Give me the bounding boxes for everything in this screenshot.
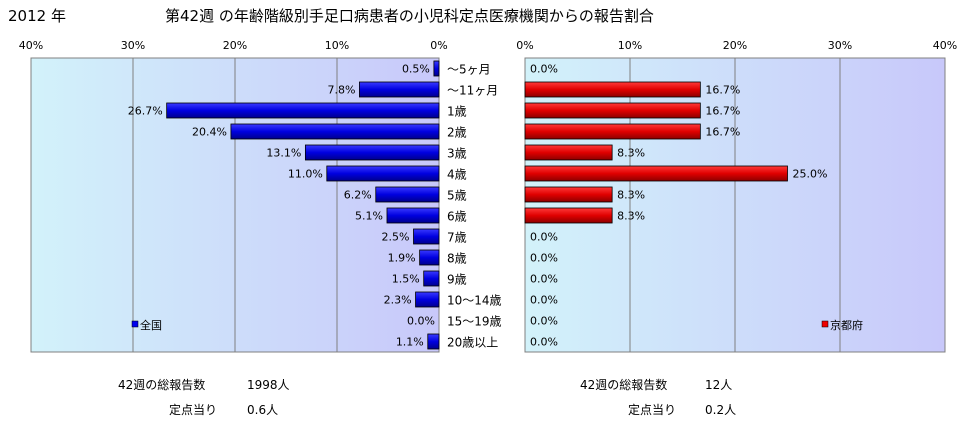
legend-swatch-national	[131, 320, 139, 328]
national-per-value: 0.6人	[247, 403, 278, 417]
data-label-kyoto: 25.0%	[793, 168, 828, 181]
bar-kyoto	[524, 144, 613, 161]
data-label-kyoto: 8.3%	[617, 147, 645, 160]
category-label: 9歳	[447, 273, 467, 287]
bar-kyoto	[524, 102, 701, 119]
kyoto-total-label: 42週の総報告数	[580, 377, 667, 392]
data-label-national: 1.5%	[392, 273, 420, 286]
data-label-kyoto: 0.0%	[530, 294, 558, 307]
tick-label-right: 10%	[618, 39, 642, 52]
data-label-kyoto: 16.7%	[705, 126, 740, 139]
kyoto-per-value: 0.2人	[705, 403, 736, 417]
category-label: 4歳	[447, 168, 467, 182]
bar-national	[423, 270, 440, 287]
bar-national	[415, 291, 440, 308]
data-label-kyoto: 0.0%	[530, 336, 558, 349]
data-label-national: 1.1%	[396, 336, 424, 349]
legend-swatch-kyoto	[821, 320, 829, 328]
tick-label-right: 20%	[723, 39, 747, 52]
data-label-national: 13.1%	[266, 147, 301, 160]
data-label-national: 6.2%	[344, 189, 372, 202]
category-label: ～11ヶ月	[447, 84, 498, 98]
category-label: 6歳	[447, 210, 467, 224]
category-label: 5歳	[447, 189, 467, 203]
data-label-kyoto: 8.3%	[617, 210, 645, 223]
bar-national	[433, 60, 440, 77]
category-label: 2歳	[447, 126, 467, 140]
bar-kyoto	[524, 207, 613, 224]
legend-label-national: 全国	[140, 318, 162, 332]
tick-label-left: 30%	[121, 39, 145, 52]
data-label-national: 26.7%	[128, 105, 163, 118]
category-label: 3歳	[447, 147, 467, 161]
data-label-national: 0.5%	[402, 63, 430, 76]
kyoto-total-value: 12人	[705, 378, 732, 392]
category-label: 15～19歳	[447, 315, 502, 329]
data-label-kyoto: 16.7%	[705, 105, 740, 118]
data-label-national: 2.5%	[382, 231, 410, 244]
bar-national	[359, 81, 440, 98]
data-label-national: 2.3%	[384, 294, 412, 307]
bar-national	[230, 123, 440, 140]
bar-national	[166, 102, 440, 119]
bar-kyoto	[524, 165, 788, 182]
data-label-kyoto: 0.0%	[530, 231, 558, 244]
national-per-label: 定点当り	[169, 402, 217, 417]
data-label-kyoto: 16.7%	[705, 84, 740, 97]
tick-label-left: 0%	[430, 39, 447, 52]
legend-label-kyoto: 京都府	[830, 318, 863, 332]
kyoto-per-label: 定点当り	[628, 402, 676, 417]
data-label-kyoto: 0.0%	[530, 315, 558, 328]
national-total-label: 42週の総報告数	[118, 377, 205, 392]
data-label-kyoto: 0.0%	[530, 252, 558, 265]
tick-label-left: 10%	[325, 39, 349, 52]
tick-label-right: 30%	[828, 39, 852, 52]
tick-label-left: 20%	[223, 39, 247, 52]
bar-national	[375, 186, 440, 203]
data-label-national: 1.9%	[388, 252, 416, 265]
category-label: 1歳	[447, 105, 467, 119]
data-label-kyoto: 8.3%	[617, 189, 645, 202]
data-label-kyoto: 0.0%	[530, 273, 558, 286]
data-label-national: 0.0%	[407, 315, 435, 328]
data-label-national: 11.0%	[288, 168, 323, 181]
bar-national	[386, 207, 440, 224]
data-label-national: 20.4%	[192, 126, 227, 139]
category-label: 7歳	[447, 231, 467, 245]
bar-national	[326, 165, 440, 182]
bar-kyoto	[524, 81, 701, 98]
category-label: 8歳	[447, 252, 467, 266]
tick-label-right: 0%	[516, 39, 533, 52]
data-label-national: 5.1%	[355, 210, 383, 223]
bar-national	[427, 333, 440, 350]
national-total-value: 1998人	[247, 378, 290, 392]
category-label: 10～14歳	[447, 294, 502, 308]
bar-national	[413, 228, 440, 245]
bar-kyoto	[524, 186, 613, 203]
tick-label-left: 40%	[19, 39, 43, 52]
data-label-kyoto: 0.0%	[530, 63, 558, 76]
bar-kyoto	[524, 123, 701, 140]
category-label: ～5ヶ月	[447, 63, 491, 77]
tick-label-right: 40%	[933, 39, 957, 52]
chart-title: 第42週 の年齢階級別手足口病患者の小児科定点医療機関からの報告割合	[165, 7, 654, 25]
data-label-national: 7.8%	[327, 84, 355, 97]
category-label: 20歳以上	[447, 336, 498, 350]
bar-national	[419, 249, 440, 266]
year-label: 2012 年	[8, 7, 66, 25]
bar-national	[304, 144, 440, 161]
